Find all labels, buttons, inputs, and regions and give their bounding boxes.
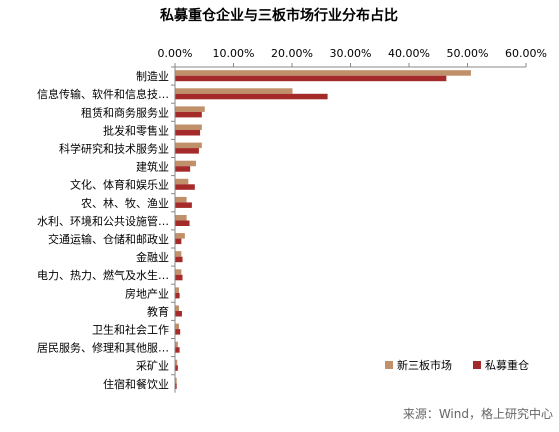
category-label: 租赁和商务服务业 [81,105,169,119]
category-label: 科学研究和技术服务业 [59,141,169,155]
bar-simu-zhongcang [175,148,199,154]
bar-simu-zhongcang [175,274,183,281]
category-label: 制造业 [136,69,169,83]
bar-xinsanban [175,160,196,167]
legend-item-simu-zhongcang: 私募重仓 [473,358,529,372]
bar-simu-zhongcang [175,365,178,371]
bar-xinsanban [175,142,202,149]
bar-simu-zhongcang [175,383,177,389]
bar-xinsanban [175,233,185,239]
legend-label: 私募重仓 [485,358,529,372]
bar-xinsanban [175,88,293,94]
category-label: 教育 [147,304,169,318]
x-tick-label: 50.00% [447,47,489,60]
category-label: 房地产业 [125,286,169,300]
bar-xinsanban [175,196,187,203]
bar-xinsanban [175,305,180,311]
legend-swatch [473,361,481,369]
category-label: 批发和零售业 [103,123,169,137]
bar-simu-zhongcang [175,166,191,172]
legend-label: 新三板市场 [397,358,452,372]
bar-simu-zhongcang [175,329,181,335]
bar-simu-zhongcang [175,220,190,226]
category-label: 文化、体育和娱乐业 [70,178,169,192]
bar-simu-zhongcang [175,111,202,118]
bar-xinsanban [175,251,182,257]
category-label: 采矿业 [136,360,169,373]
chart-title: 私募重仓企业与三板市场行业分布占比 [160,7,398,24]
bar-simu-zhongcang [175,130,201,136]
bar-simu-zhongcang [175,93,328,100]
bar-simu-zhongcang [175,256,183,263]
x-tick-label: 20.00% [271,47,313,60]
category-label: 卫生和社会工作 [92,322,169,336]
bar-xinsanban [175,377,177,384]
bar-xinsanban [175,323,180,330]
bar-xinsanban [175,124,202,130]
bar-xinsanban [175,359,178,366]
category-label: 信息传输、软件和信息技… [37,87,169,101]
source-note: 来源：Wind，格上研究中心 [403,406,553,421]
bar-simu-zhongcang [175,75,447,82]
bar-xinsanban [175,178,189,185]
bar-simu-zhongcang [175,238,182,245]
bar-xinsanban [175,215,187,221]
bar-simu-zhongcang [175,347,180,353]
category-label: 电力、热力、燃气及水生… [37,268,169,282]
bar-xinsanban [175,287,180,293]
category-label: 金融业 [136,250,169,264]
legend-item-xinsanban: 新三板市场 [385,358,452,372]
x-tick-label: 10.00% [213,47,255,60]
x-tick-label: 40.00% [388,47,430,60]
legend-swatch [385,361,393,369]
bar-xinsanban [175,269,182,275]
bar-simu-zhongcang [175,184,195,190]
category-label: 住宿和餐饮业 [103,377,169,391]
bar-simu-zhongcang [175,202,192,208]
bar-xinsanban [175,70,471,76]
category-label: 交通运输、仓储和邮政业 [48,232,169,246]
bar-xinsanban [175,341,178,348]
bar-simu-zhongcang [175,311,182,317]
category-label: 水利、环境和公共设施管… [37,214,169,228]
x-tick-label: 30.00% [330,47,372,60]
category-label: 建筑业 [136,160,169,174]
x-tick-label: 0.00% [158,47,193,60]
category-label: 农、林、牧、渔业 [81,196,169,210]
category-label: 居民服务、修理和其他服… [37,341,169,355]
bar-simu-zhongcang [175,292,180,299]
x-tick-label: 60.00% [505,47,547,60]
bar-xinsanban [175,106,205,112]
